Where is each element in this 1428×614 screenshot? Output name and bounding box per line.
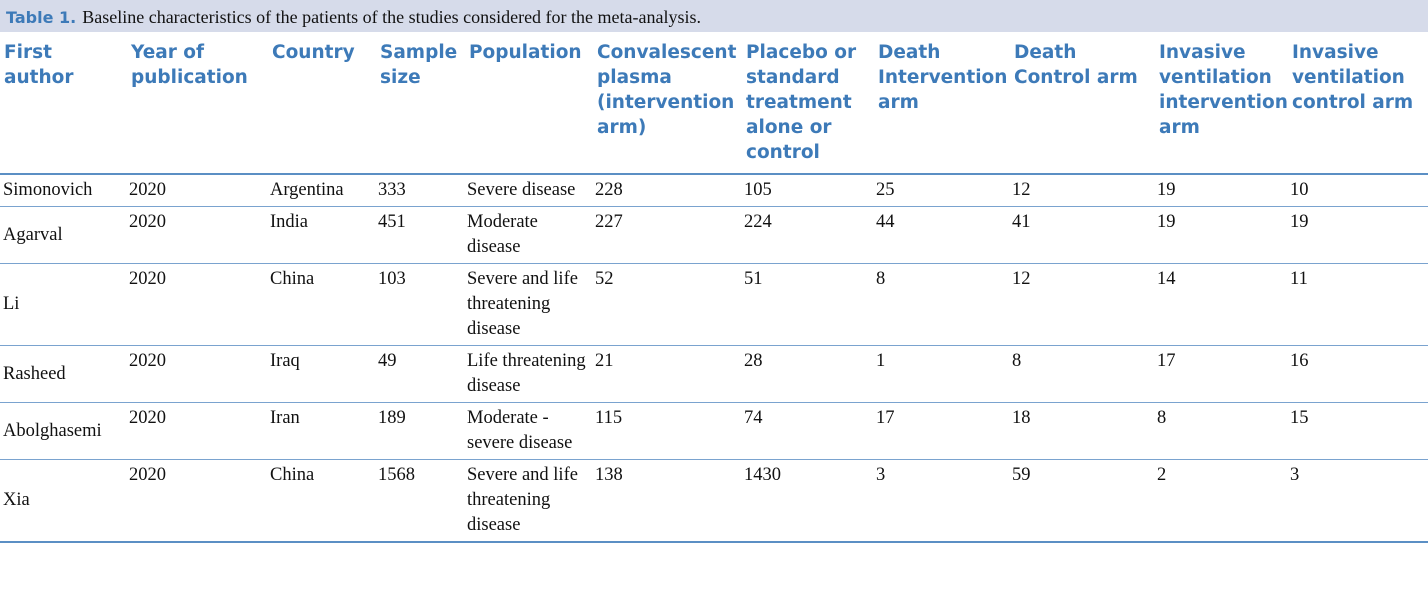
table-cell: 41 bbox=[1010, 206, 1155, 264]
table-cell: 224 bbox=[742, 206, 874, 264]
table-cell: 74 bbox=[742, 402, 874, 460]
table: First author Year of publication Country Sa… bbox=[0, 32, 1428, 543]
table-cell: China bbox=[268, 263, 376, 346]
column-header: Country bbox=[268, 32, 376, 175]
table-cell: Severe disease bbox=[465, 174, 593, 207]
table-cell: 3 bbox=[1288, 459, 1428, 543]
table-cell: 2020 bbox=[127, 206, 268, 264]
table-cell: 189 bbox=[376, 402, 465, 460]
column-header: Sample size bbox=[376, 32, 465, 175]
table-cell: 1 bbox=[874, 345, 1010, 403]
table-cell: 451 bbox=[376, 206, 465, 264]
table-cell: Li bbox=[0, 263, 127, 346]
caption: Table 1. Baseline characteristics of the … bbox=[0, 0, 1428, 32]
table-row: Agarval 2020 India 451 Moderate disease 227 22… bbox=[0, 206, 1428, 264]
table-cell: 8 bbox=[1155, 402, 1288, 460]
column-header: Death Intervention arm bbox=[874, 32, 1010, 175]
column-header: Population bbox=[465, 32, 593, 175]
table-cell: 103 bbox=[376, 263, 465, 346]
table-cell: 2020 bbox=[127, 174, 268, 207]
table-cell: Severe and life threatening disease bbox=[465, 263, 593, 346]
table-cell: China bbox=[268, 459, 376, 543]
table-cell: 12 bbox=[1010, 174, 1155, 207]
table-cell: 2020 bbox=[127, 402, 268, 460]
table-cell: 59 bbox=[1010, 459, 1155, 543]
table-cell: 115 bbox=[593, 402, 742, 460]
table-cell: 3 bbox=[874, 459, 1010, 543]
table-cell: 52 bbox=[593, 263, 742, 346]
table-cell: 12 bbox=[1010, 263, 1155, 346]
column-header: Invasive ventilation intervention arm bbox=[1155, 32, 1288, 175]
table-cell: Rasheed bbox=[0, 345, 127, 403]
table-cell: 21 bbox=[593, 345, 742, 403]
table-cell: 228 bbox=[593, 174, 742, 207]
table-cell: Moderate disease bbox=[465, 206, 593, 264]
table-cell: 44 bbox=[874, 206, 1010, 264]
table-cell: Iran bbox=[268, 402, 376, 460]
table-cell: Life threatening disease bbox=[465, 345, 593, 403]
table-cell: 10 bbox=[1288, 174, 1428, 207]
column-header: Convalescent plasma (intervention arm) bbox=[593, 32, 742, 175]
table-cell: 1430 bbox=[742, 459, 874, 543]
table-cell: Agarval bbox=[0, 206, 127, 264]
table-cell: 2020 bbox=[127, 345, 268, 403]
column-header: First author bbox=[0, 32, 127, 175]
table-cell: 105 bbox=[742, 174, 874, 207]
caption-label: Table 1. bbox=[6, 8, 77, 27]
table-cell: Severe and life threatening disease bbox=[465, 459, 593, 543]
table-cell: 227 bbox=[593, 206, 742, 264]
table-cell: 17 bbox=[1155, 345, 1288, 403]
header-row: First author Year of publication Country Sa… bbox=[0, 32, 1428, 175]
table-cell: 19 bbox=[1155, 206, 1288, 264]
caption-text: Baseline characteristics of the patients… bbox=[82, 7, 702, 27]
table-body: Simonovich 2020 Argentina 333 Severe disease… bbox=[0, 174, 1428, 543]
table-cell: Abolghasemi bbox=[0, 402, 127, 460]
table-row: Li 2020 China 103 Severe and life threatenin… bbox=[0, 263, 1428, 346]
table-cell: Moderate - severe disease bbox=[465, 402, 593, 460]
table-cell: Simonovich bbox=[0, 174, 127, 207]
table-cell: 11 bbox=[1288, 263, 1428, 346]
table-cell: 51 bbox=[742, 263, 874, 346]
table-cell: 25 bbox=[874, 174, 1010, 207]
table-row: Abolghasemi 2020 Iran 189 Moderate - severe … bbox=[0, 402, 1428, 460]
table-cell: 8 bbox=[1010, 345, 1155, 403]
column-header: Year of publication bbox=[127, 32, 268, 175]
table-row: Simonovich 2020 Argentina 333 Severe disease… bbox=[0, 174, 1428, 207]
table-cell: 19 bbox=[1288, 206, 1428, 264]
table-cell: 16 bbox=[1288, 345, 1428, 403]
column-header: Invasive ventilation control arm bbox=[1288, 32, 1428, 175]
table-cell: Argentina bbox=[268, 174, 376, 207]
table-cell: 1568 bbox=[376, 459, 465, 543]
table-cell: 28 bbox=[742, 345, 874, 403]
column-header: Death Control arm bbox=[1010, 32, 1155, 175]
table-cell: India bbox=[268, 206, 376, 264]
table-cell: 138 bbox=[593, 459, 742, 543]
table-cell: 2 bbox=[1155, 459, 1288, 543]
table-cell: 333 bbox=[376, 174, 465, 207]
table-cell: Xia bbox=[0, 459, 127, 543]
table-cell: 18 bbox=[1010, 402, 1155, 460]
table-cell: 2020 bbox=[127, 263, 268, 346]
table-cell: 49 bbox=[376, 345, 465, 403]
table-cell: 14 bbox=[1155, 263, 1288, 346]
column-header: Placebo or standard treatment alone or c… bbox=[742, 32, 874, 175]
table-row: Rasheed 2020 Iraq 49 Life threatening diseas… bbox=[0, 345, 1428, 403]
table-cell: 2020 bbox=[127, 459, 268, 543]
table-row: Xia 2020 China 1568 Severe and life threaten… bbox=[0, 459, 1428, 543]
table-cell: 17 bbox=[874, 402, 1010, 460]
table-cell: 15 bbox=[1288, 402, 1428, 460]
table-cell: 8 bbox=[874, 263, 1010, 346]
table-cell: 19 bbox=[1155, 174, 1288, 207]
table-cell: Iraq bbox=[268, 345, 376, 403]
